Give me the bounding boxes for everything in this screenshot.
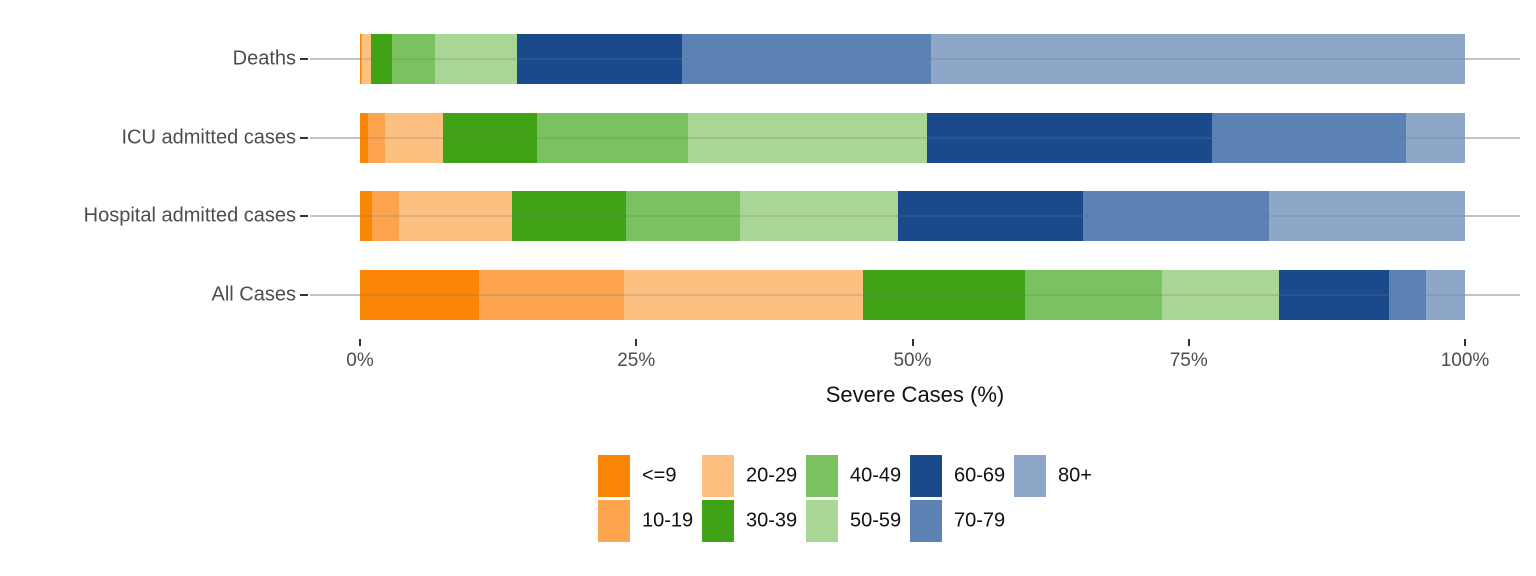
legend-swatch-4049 xyxy=(806,455,838,497)
legend-label: <=9 xyxy=(642,464,677,487)
bar-segment-6069[interactable] xyxy=(1279,269,1389,320)
gridline-overlay xyxy=(310,293,1520,296)
bar-segment-2029[interactable] xyxy=(624,269,863,320)
x-axis-tick xyxy=(1464,339,1466,346)
bar-row xyxy=(360,112,1465,163)
bar-segment-1019[interactable] xyxy=(367,112,386,163)
gridline-overlay xyxy=(310,58,1520,60)
legend-label: 70-79 xyxy=(954,509,1006,532)
x-tick-label: 50% xyxy=(893,350,932,371)
x-tick-label: 25% xyxy=(617,350,656,371)
legend-swatch-5059 xyxy=(806,500,838,542)
category-label: Deaths xyxy=(232,47,296,70)
bar-segment-2029[interactable] xyxy=(385,112,443,163)
bar-segment-3039[interactable] xyxy=(512,191,627,241)
bar-segment-6069[interactable] xyxy=(516,34,682,84)
bar-segment-4049[interactable] xyxy=(536,112,689,163)
bar-segment-3039[interactable] xyxy=(862,269,1026,320)
legend-label: 80+ xyxy=(1058,464,1092,487)
bar-segment-7079[interactable] xyxy=(1082,191,1270,241)
bar-segment-5059[interactable] xyxy=(740,191,899,241)
gridline-overlay xyxy=(310,136,1520,139)
bar-segment-80+[interactable] xyxy=(1269,191,1465,241)
bar-segment-5059[interactable] xyxy=(688,112,927,163)
legend-label: 30-39 xyxy=(746,509,798,532)
category-label: ICU admitted cases xyxy=(121,126,296,148)
bar-segment-5059[interactable] xyxy=(435,34,517,84)
x-tick-label: 75% xyxy=(1169,350,1208,371)
x-axis-tick xyxy=(911,339,914,346)
legend-swatch-9 xyxy=(598,455,630,497)
x-tick-label: 100% xyxy=(1440,350,1490,371)
legend-swatch-6069 xyxy=(910,455,942,497)
x-axis-tick xyxy=(359,339,361,346)
legend-swatch-1019 xyxy=(598,500,630,542)
category-label: All Cases xyxy=(211,283,296,305)
legend-label: 40-49 xyxy=(850,464,902,487)
legend-swatch-3039 xyxy=(702,500,734,542)
bar-row xyxy=(360,269,1465,320)
category-label: Hospital admitted cases xyxy=(83,204,296,227)
legend-label: 10-19 xyxy=(642,509,694,532)
x-axis-tick xyxy=(635,339,638,346)
bar-segment-2029[interactable] xyxy=(362,34,372,84)
bar-segment-9[interactable] xyxy=(360,112,368,163)
bar-row xyxy=(360,34,1465,84)
bar-segment-5059[interactable] xyxy=(1162,269,1280,320)
x-axis-title: Severe Cases (%) xyxy=(825,382,1005,407)
x-axis-tick xyxy=(1187,339,1190,346)
bar-segment-1019[interactable] xyxy=(479,269,625,320)
bar-segment-7079[interactable] xyxy=(1388,269,1427,320)
bar-segment-3039[interactable] xyxy=(371,34,392,84)
bar-row xyxy=(360,191,1465,241)
legend-swatch-80+ xyxy=(1014,455,1046,497)
bar-segment-7079[interactable] xyxy=(681,34,932,84)
bar-segment-1019[interactable] xyxy=(372,191,399,241)
legend-label: 20-29 xyxy=(746,464,798,487)
legend-swatch-2029 xyxy=(702,455,734,497)
y-axis-tick xyxy=(300,293,308,296)
bar-segment-80+[interactable] xyxy=(1426,269,1465,320)
bar-segment-7079[interactable] xyxy=(1211,112,1407,163)
x-tick-label: 0% xyxy=(346,350,374,371)
bar-segment-3039[interactable] xyxy=(442,112,537,163)
gridline-overlay xyxy=(310,215,1520,217)
y-axis-tick xyxy=(300,215,308,217)
legend-label: 60-69 xyxy=(954,464,1006,487)
y-axis-tick xyxy=(300,58,308,60)
legend-label: 50-59 xyxy=(850,509,902,532)
bar-segment-9[interactable] xyxy=(360,34,362,84)
legend-swatch-7079 xyxy=(910,500,942,542)
bar-segment-4049[interactable] xyxy=(1025,269,1163,320)
bar-segment-1019[interactable] xyxy=(361,34,363,84)
bar-segment-6069[interactable] xyxy=(898,191,1083,241)
bar-segment-80+[interactable] xyxy=(1406,112,1465,163)
bar-segment-2029[interactable] xyxy=(398,191,513,241)
bar-segment-4049[interactable] xyxy=(392,34,436,84)
bar-segment-9[interactable] xyxy=(360,191,373,241)
bar-segment-6069[interactable] xyxy=(926,112,1212,163)
bar-segment-4049[interactable] xyxy=(626,191,741,241)
y-axis-tick xyxy=(300,136,308,139)
bar-segment-9[interactable] xyxy=(360,269,480,320)
bar-segment-80+[interactable] xyxy=(931,34,1465,84)
